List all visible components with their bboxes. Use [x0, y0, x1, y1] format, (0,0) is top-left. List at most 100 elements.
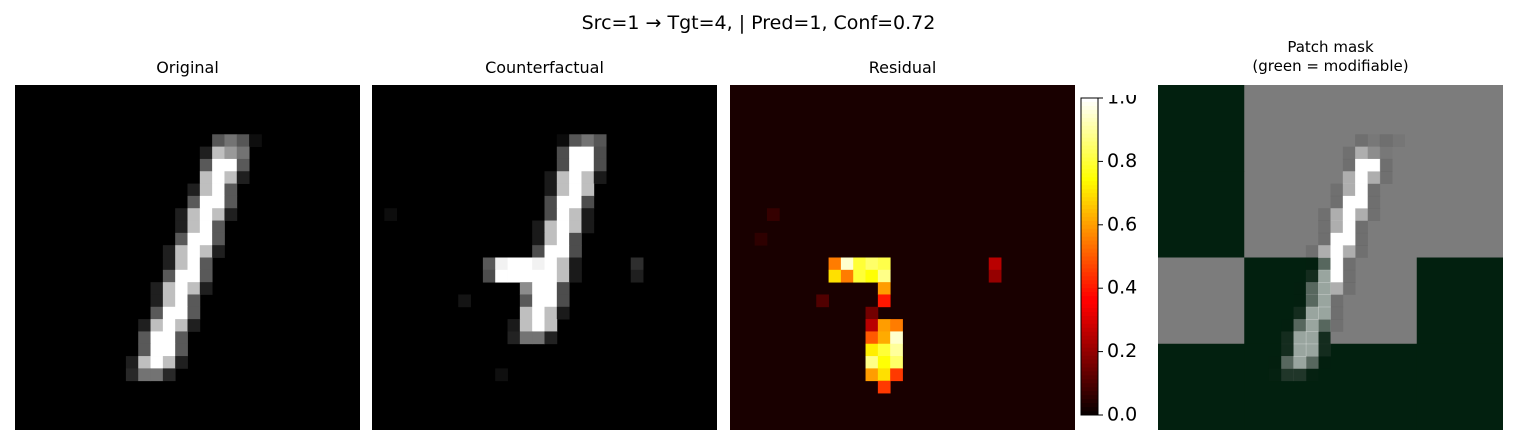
pixel-cell — [754, 232, 768, 246]
colorbar-segment — [1081, 105, 1099, 111]
colorbar-segment — [1081, 161, 1099, 166]
pixel-cell — [877, 269, 891, 283]
colorbar-segment — [1081, 185, 1099, 190]
pixel-cell — [224, 171, 238, 184]
colorbar-segment — [1081, 232, 1099, 238]
pixel-cell — [162, 269, 176, 283]
colorbar-segment — [1081, 208, 1099, 214]
mask-digit-cell — [1367, 146, 1381, 160]
mask-digit-cell — [1355, 195, 1368, 209]
pixel-cell — [877, 356, 891, 369]
pixel-cell — [532, 257, 545, 271]
pixel-cell — [236, 146, 250, 160]
pixel-cell — [544, 294, 558, 308]
pixel-cell — [187, 183, 201, 197]
pixel-cell — [544, 269, 558, 283]
mask-digit-cell — [1281, 368, 1294, 382]
pixel-cell — [556, 208, 570, 221]
mask-digit-cell — [1342, 158, 1356, 172]
pixel-cell — [138, 368, 151, 382]
mask-block-fixed — [1244, 85, 1331, 172]
mask-digit-cell — [1330, 294, 1344, 308]
mask-digit-cell — [1330, 257, 1344, 271]
pixel-cell — [593, 146, 607, 160]
colorbar-segment — [1081, 395, 1099, 400]
pixel-cell — [544, 331, 558, 345]
colorbar-segment — [1081, 339, 1099, 345]
pixel-cell — [175, 319, 188, 332]
pixel-cell — [199, 220, 213, 234]
pixel-cell — [212, 158, 225, 172]
pixel-cell — [865, 319, 879, 332]
mask-digit-cell — [1355, 208, 1368, 221]
pixel-cell — [581, 195, 595, 209]
pixel-cell — [593, 158, 607, 172]
pixel-cell — [162, 245, 176, 258]
colorbar-segment — [1081, 153, 1099, 158]
mask-block-modifiable — [1158, 85, 1245, 172]
mask-digit-cell — [1392, 134, 1405, 148]
pixel-cell — [569, 257, 582, 271]
pixel-cell — [187, 306, 201, 320]
pixel-cell — [877, 282, 891, 295]
colorbar-segment — [1081, 311, 1099, 317]
pixel-cell — [544, 306, 558, 320]
colorbar-segment — [1081, 292, 1099, 297]
pixel-cell — [569, 134, 582, 148]
mask-block-modifiable — [1416, 343, 1503, 430]
colorbar-tick-label: 0.2 — [1107, 340, 1137, 362]
pixel-cell — [138, 331, 151, 345]
pixel-cell — [175, 282, 188, 295]
colorbar-segment — [1081, 331, 1099, 337]
mask-digit-cell — [1268, 368, 1282, 382]
pixel-cell — [187, 319, 201, 332]
colorbar-segment — [1081, 169, 1099, 174]
mask-block-fixed — [1416, 171, 1503, 258]
counterfactual-heatmap — [384, 134, 644, 382]
colorbar-segment — [1081, 351, 1099, 356]
colorbar-segment — [1081, 347, 1099, 352]
pixel-cell — [458, 294, 471, 308]
mask-block-fixed — [1158, 257, 1245, 345]
mask-digit-cell — [1367, 195, 1381, 209]
pixel-cell — [162, 257, 176, 271]
pixel-cell — [519, 294, 533, 308]
colorbar-segment — [1081, 117, 1099, 123]
colorbar-segment — [1081, 220, 1099, 226]
patch-mask-image — [1158, 85, 1503, 430]
pixel-cell — [224, 158, 238, 172]
pixel-cell — [544, 257, 558, 271]
pixel-cell — [532, 319, 545, 332]
mask-digit-cell — [1281, 331, 1294, 345]
pixel-cell — [212, 232, 225, 246]
pixel-cell — [212, 245, 225, 258]
pixel-cell — [212, 146, 225, 160]
mask-digit-cell — [1293, 331, 1307, 345]
pixel-cell — [236, 134, 250, 148]
colorbar-segment — [1081, 224, 1099, 230]
pixel-cell — [212, 171, 225, 184]
mask-digit-cell — [1367, 208, 1381, 221]
pixel-cell — [865, 269, 879, 283]
colorbar-segment — [1081, 98, 1099, 103]
colorbar-segment — [1081, 189, 1099, 194]
mask-digit-cell — [1318, 356, 1331, 369]
mask-digit-cell — [1293, 368, 1307, 382]
pixel-cell — [162, 306, 176, 320]
pixel-cell — [877, 368, 891, 382]
mask-digit-cell — [1281, 356, 1294, 369]
colorbar-tick-label: 0.6 — [1107, 213, 1137, 235]
pixel-cell — [581, 183, 595, 197]
original-title: Original — [156, 58, 219, 77]
pixel-cell — [249, 134, 262, 148]
pixel-cell — [766, 208, 780, 221]
pixel-cell — [593, 171, 607, 184]
pixel-cell — [224, 208, 238, 221]
pixel-cell — [138, 356, 151, 369]
pixel-cell — [556, 282, 570, 295]
mask-block-modifiable — [1244, 343, 1331, 430]
pixel-cell — [630, 269, 644, 283]
mask-digit-cell — [1355, 146, 1368, 160]
colorbar-segment — [1081, 272, 1099, 277]
pixel-cell — [187, 220, 201, 234]
